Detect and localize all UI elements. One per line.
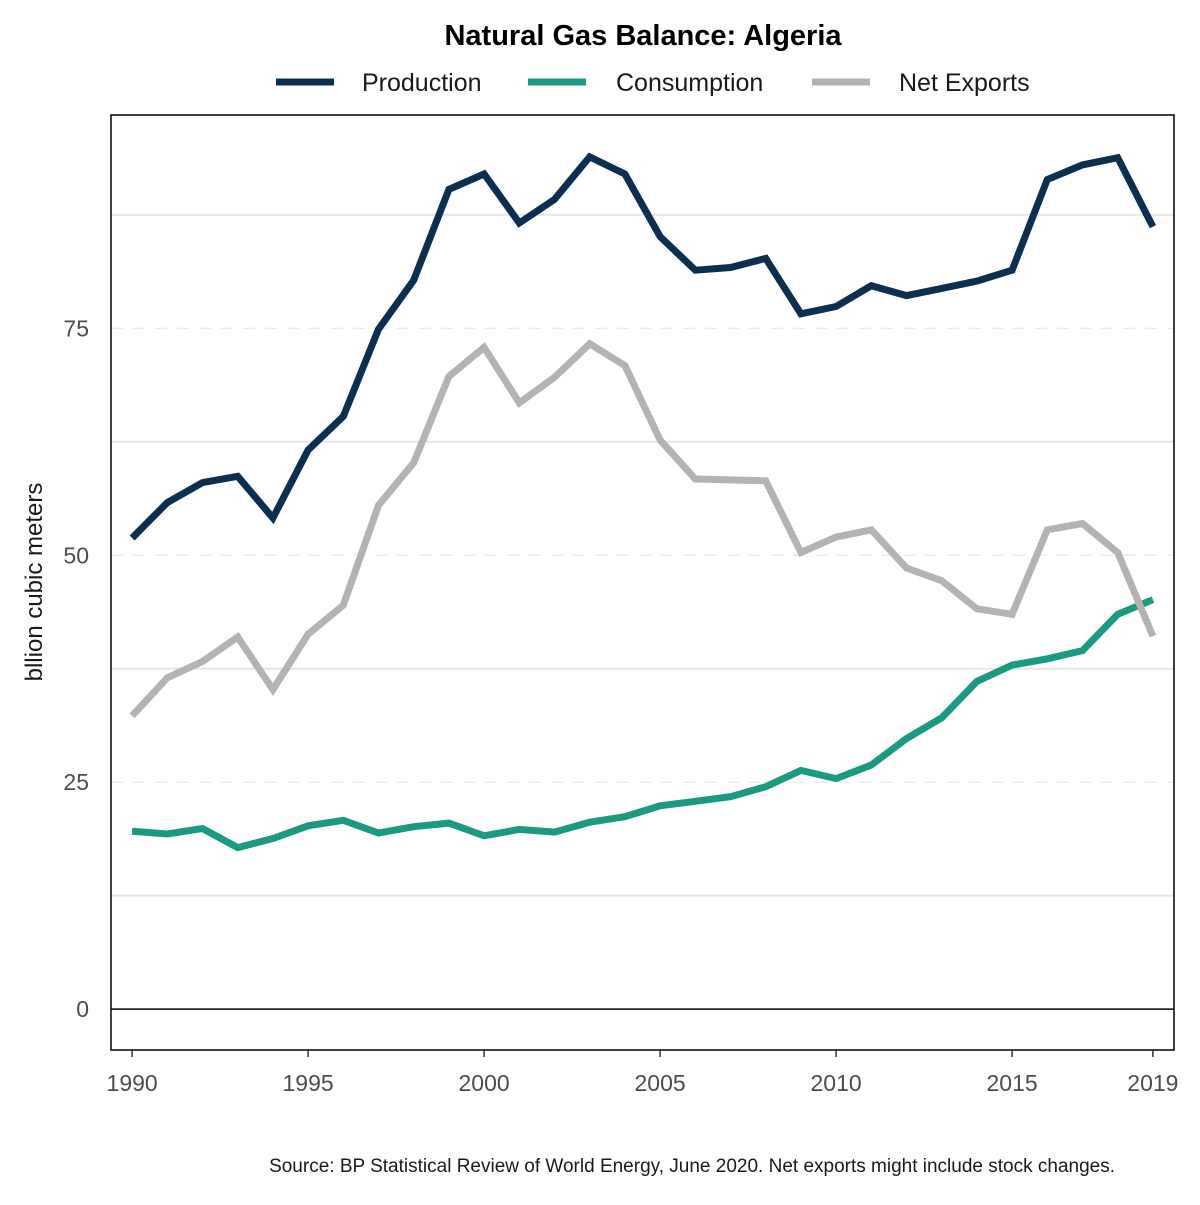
legend: Production Consumption Net Exports [276,69,1030,97]
y-tick-label: 75 [63,315,89,341]
x-tick-label: 2000 [459,1070,510,1096]
series-line-net-exports [129,339,1157,719]
gridlines [111,213,1174,897]
y-axis: 0 25 50 75 [63,315,89,1022]
series-line-consumption [131,596,1155,852]
x-tick-label: 2005 [635,1070,686,1096]
x-tick-label: 2015 [987,1070,1038,1096]
x-tick-label: 1990 [107,1070,158,1096]
chart-caption: Source: BP Statistical Review of World E… [269,1156,1115,1177]
x-tick-label: 2019 [1127,1070,1178,1096]
x-tick-label: 2010 [811,1070,862,1096]
x-tick-label: 1995 [283,1070,334,1096]
plot-border [110,114,1175,1051]
y-tick-label: 25 [63,769,89,795]
y-axis-title: bllion cubic meters [21,483,48,682]
y-tick-label: 50 [63,542,89,568]
legend-label-consumption: Consumption [616,69,763,97]
y-tick-label: 0 [76,996,89,1022]
plot-area [110,114,1175,1051]
x-axis: 1990 1995 2000 2005 2010 2015 2019 [107,1050,1178,1096]
chart-title: Natural Gas Balance: Algeria [444,20,842,52]
series-line-production [129,152,1157,541]
legend-label-net-exports: Net Exports [899,69,1030,97]
series-lines [129,152,1157,852]
legend-label-production: Production [362,69,482,97]
